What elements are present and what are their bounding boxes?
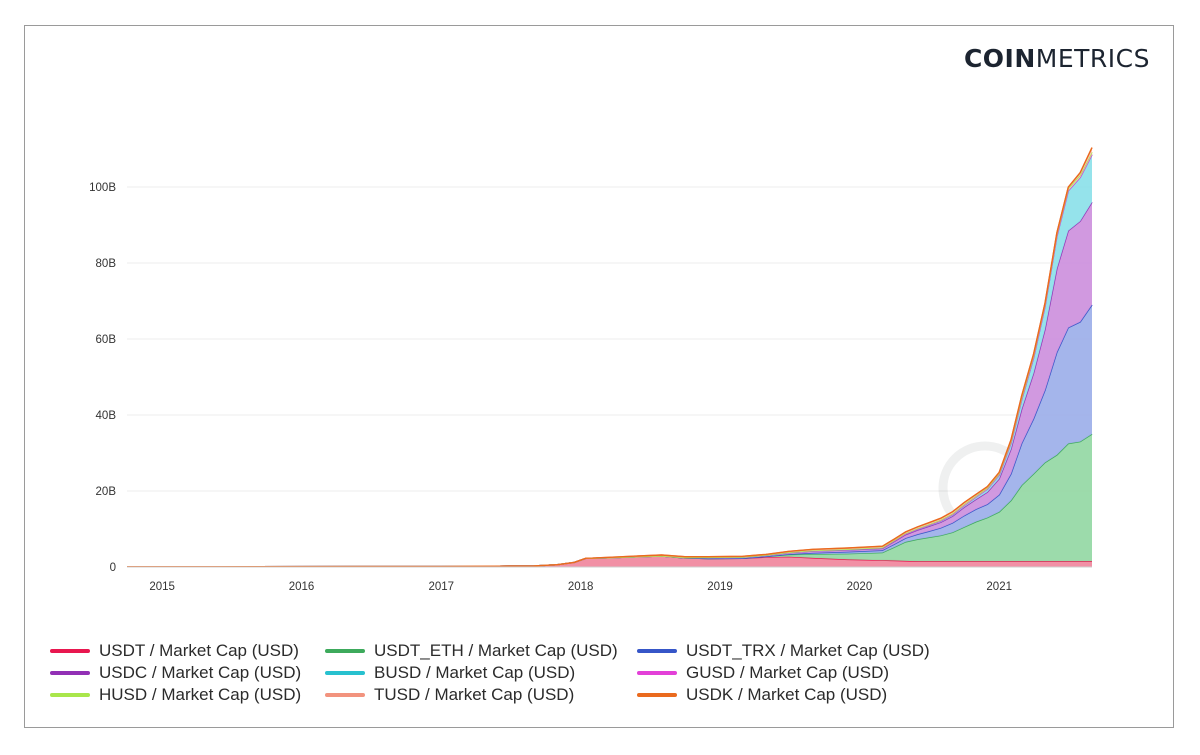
legend-swatch xyxy=(637,649,677,653)
legend-label: GUSD / Market Cap (USD) xyxy=(686,663,890,682)
legend-item[interactable]: GUSD / Market Cap (USD) xyxy=(637,662,889,684)
legend-item[interactable]: TUSD / Market Cap (USD) xyxy=(325,684,574,706)
line-usdk xyxy=(127,147,1093,568)
legend-item[interactable]: USDT_TRX / Market Cap (USD) xyxy=(637,640,930,662)
legend-swatch xyxy=(50,671,90,675)
legend-label: USDC / Market Cap (USD) xyxy=(99,663,302,682)
legend-swatch xyxy=(50,693,90,697)
brand-logo-bold: COIN xyxy=(963,44,1036,73)
y-tick-label: 80B xyxy=(96,258,117,270)
legend-label: USDT / Market Cap (USD) xyxy=(99,641,299,660)
x-tick-label: 2021 xyxy=(986,581,1012,593)
y-tick-label: 60B xyxy=(96,334,117,346)
legend-label: BUSD / Market Cap (USD) xyxy=(374,663,576,682)
legend-swatch xyxy=(325,693,365,697)
legend-label: USDT_ETH / Market Cap (USD) xyxy=(374,641,618,660)
brand-logo: COINMETRICS xyxy=(964,44,1150,73)
brand-logo-light: METRICS xyxy=(1035,44,1150,73)
legend-swatch xyxy=(637,671,677,675)
x-tick-label: 2019 xyxy=(707,581,733,593)
legend-item[interactable]: USDT / Market Cap (USD) xyxy=(50,640,299,662)
x-tick-label: 2017 xyxy=(428,581,454,593)
y-tick-label: 40B xyxy=(96,410,117,422)
y-tick-label: 0 xyxy=(110,562,116,574)
legend-label: USDK / Market Cap (USD) xyxy=(686,685,888,704)
area-usdt xyxy=(127,556,1092,567)
stacked-area-chart: 0 20B 40B 60B 80B 100B 2015 2016 2017 2018 2019 202… xyxy=(89,147,1093,593)
x-tick-label: 2016 xyxy=(289,581,315,593)
area-usdt-trx xyxy=(127,304,1092,567)
legend-label: HUSD / Market Cap (USD) xyxy=(99,685,302,704)
legend-label: USDT_TRX / Market Cap (USD) xyxy=(686,641,930,660)
legend-item[interactable]: USDK / Market Cap (USD) xyxy=(637,684,887,706)
area-usdt-eth xyxy=(127,434,1092,567)
x-tick-label: 2015 xyxy=(149,581,175,593)
y-tick-label: 100B xyxy=(89,182,116,194)
legend-swatch xyxy=(637,693,677,697)
legend-swatch xyxy=(50,649,90,653)
legend-item[interactable]: HUSD / Market Cap (USD) xyxy=(50,684,301,706)
legend-item[interactable]: USDC / Market Cap (USD) xyxy=(50,662,301,684)
legend-label: TUSD / Market Cap (USD) xyxy=(374,685,575,704)
legend-item[interactable]: USDT_ETH / Market Cap (USD) xyxy=(325,640,618,662)
y-tick-label: 20B xyxy=(96,486,117,498)
x-tick-label: 2020 xyxy=(847,581,873,593)
x-tick-label: 2018 xyxy=(568,581,594,593)
legend-item[interactable]: BUSD / Market Cap (USD) xyxy=(325,662,575,684)
legend-swatch xyxy=(325,649,365,653)
legend-swatch xyxy=(325,671,365,675)
chart-frame xyxy=(24,25,1174,728)
